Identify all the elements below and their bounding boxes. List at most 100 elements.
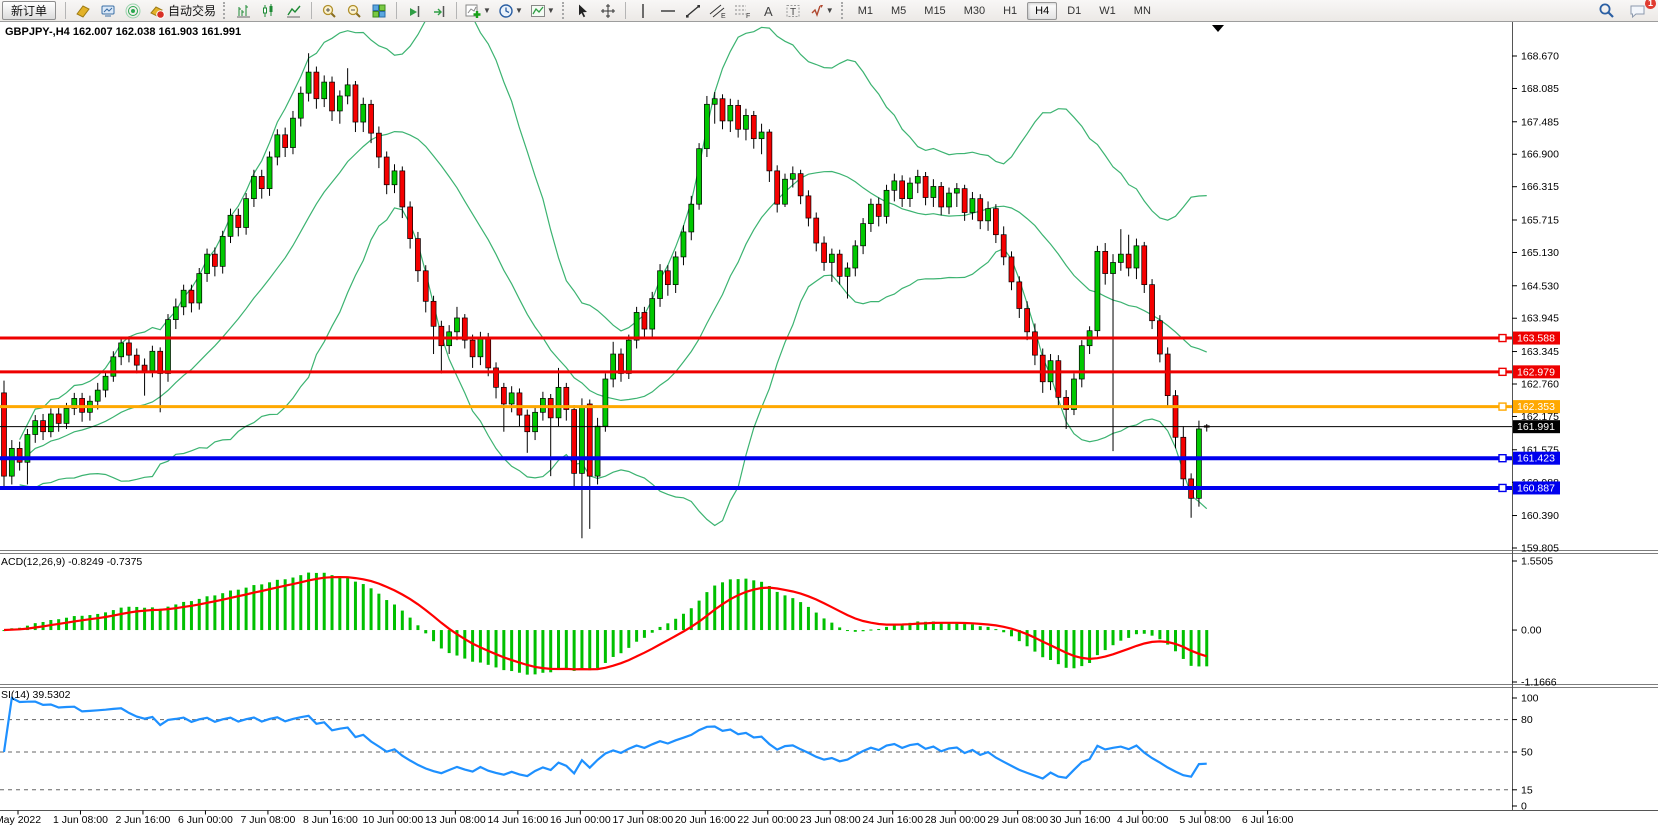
arrows-tool-button[interactable]: ▼ — [806, 1, 837, 21]
pane-borders — [0, 22, 1658, 811]
templates-button[interactable]: ▼ — [527, 1, 558, 21]
svg-text:166.900: 166.900 — [1521, 149, 1559, 161]
line-chart-mode-button[interactable] — [282, 1, 306, 21]
trendline-tool-button[interactable] — [681, 1, 705, 21]
new-order-label: 新订单 — [11, 4, 48, 18]
zoom-out-icon — [346, 3, 362, 19]
svg-text:T: T — [790, 7, 796, 18]
price-axis[interactable]: 168.670 168.085 167.485 166.900 166.315 165.7… — [1512, 51, 1560, 555]
svg-text:168.085: 168.085 — [1521, 83, 1559, 95]
svg-text:166.315: 166.315 — [1521, 181, 1559, 193]
macd-label: ACD(12,26,9) -0.8249 -0.7375 — [1, 556, 142, 568]
svg-text:5 Jul 08:00: 5 Jul 08:00 — [1179, 814, 1231, 826]
indicators-button[interactable]: ▼ — [462, 1, 494, 21]
rsi-line — [2, 696, 1207, 780]
timeframe-M5[interactable]: M5 — [891, 4, 907, 17]
rsi-axis[interactable]: 100 80 50 15 0 — [1512, 693, 1539, 813]
svg-text:168.670: 168.670 — [1521, 51, 1559, 63]
svg-text:28 Jun 00:00: 28 Jun 00:00 — [925, 814, 986, 826]
timeframe-MN[interactable]: MN — [1133, 4, 1151, 17]
svg-text:50: 50 — [1521, 747, 1533, 759]
signal-button[interactable] — [121, 1, 145, 21]
text-tool-button[interactable]: A — [756, 1, 780, 21]
channel-tool-button[interactable]: E — [706, 1, 730, 21]
candlestick-mode-button[interactable] — [257, 1, 281, 21]
fibonacci-tool-button[interactable]: F — [731, 1, 755, 21]
timeframe-M1[interactable]: M1 — [857, 4, 873, 17]
svg-text:6 Jul 16:00: 6 Jul 16:00 — [1242, 814, 1294, 826]
search-button[interactable] — [1594, 1, 1618, 21]
chart-shift-button[interactable] — [427, 1, 451, 21]
price-line-handle — [1498, 333, 1507, 343]
svg-text:4 Jul 00:00: 4 Jul 00:00 — [1117, 814, 1169, 826]
timeframe-H1[interactable]: H1 — [1003, 4, 1018, 17]
price-badge-162.979 — [1513, 365, 1560, 379]
arrows-icon — [809, 3, 825, 19]
zoom-in-button[interactable] — [317, 1, 341, 21]
autotrading-icon — [149, 3, 165, 19]
horizontal-price-lines[interactable] — [0, 333, 1512, 493]
text-label-tool-button[interactable]: T — [781, 1, 805, 21]
svg-text:162.175: 162.175 — [1521, 411, 1559, 423]
svg-text:161.423: 161.423 — [1517, 453, 1555, 465]
crosshair-button[interactable] — [596, 1, 620, 21]
svg-text:164.530: 164.530 — [1521, 280, 1559, 292]
indicators-caret-icon: ▼ — [483, 6, 491, 15]
svg-text:160.390: 160.390 — [1521, 510, 1559, 522]
autotrading-button[interactable]: 自动交易 — [146, 1, 219, 21]
new-chart-button[interactable] — [71, 1, 95, 21]
price-badge-162.353 — [1513, 400, 1560, 414]
price-line-handle — [1498, 454, 1507, 463]
price-line-handle — [1498, 402, 1507, 411]
auto-scroll-button[interactable] — [402, 1, 426, 21]
equidistant-channel-icon: E — [709, 3, 726, 19]
toolbar: 新订单 自动交易 — [0, 0, 1658, 22]
svg-text:E: E — [721, 13, 726, 19]
timeframe-M30[interactable]: M30 — [963, 4, 986, 17]
arrows-caret-icon: ▼ — [825, 6, 834, 15]
timeframe-D1[interactable]: D1 — [1067, 4, 1082, 17]
notifications-button[interactable]: 1 — [1626, 0, 1656, 21]
svg-text:29 Jun 08:00: 29 Jun 08:00 — [987, 814, 1048, 826]
price-badge-161.991 — [1513, 420, 1560, 434]
zoom-out-button[interactable] — [342, 1, 366, 21]
cursor-button[interactable] — [571, 1, 595, 21]
new-order-button[interactable]: 新订单 — [2, 1, 57, 20]
bollinger-bands — [19, 0, 1208, 527]
macd-indicator — [2, 572, 1209, 675]
svg-text:163.945: 163.945 — [1521, 313, 1559, 325]
svg-text:2 Jun 16:00: 2 Jun 16:00 — [116, 814, 171, 826]
cursor-arrow-icon — [575, 3, 591, 19]
timeframe-W1[interactable]: W1 — [1099, 4, 1116, 17]
svg-text:165.715: 165.715 — [1521, 215, 1559, 227]
template-icon — [530, 3, 546, 19]
timeframe-M15[interactable]: M15 — [924, 4, 946, 17]
candlesticks — [1, 53, 1210, 539]
svg-text:162.353: 162.353 — [1517, 401, 1555, 413]
horizontal-line-tool-button[interactable] — [656, 1, 680, 21]
price-badge-160.887 — [1513, 481, 1560, 495]
tile-windows-button[interactable] — [367, 1, 391, 21]
svg-text:159.805: 159.805 — [1521, 543, 1559, 555]
horizontal-line-icon — [660, 3, 676, 19]
vertical-line-tool-button[interactable] — [631, 1, 655, 21]
bar-chart-mode-button[interactable] — [232, 1, 256, 21]
bar-chart-icon — [236, 3, 252, 19]
chart-shift-marker[interactable] — [1212, 25, 1224, 32]
monitor-icon — [100, 3, 116, 19]
timeframe-H4[interactable]: H4 — [1027, 1, 1058, 20]
time-axis[interactable]: May 2022 1 Jun 08:00 2 Jun 16:00 6 Jun 00:0… — [0, 810, 1294, 827]
timeframe-group: M1 M5 M15 M30 H1 H4 D1 W1 MN — [850, 1, 1159, 20]
svg-text:165.130: 165.130 — [1521, 247, 1559, 259]
profiles-button[interactable] — [96, 1, 120, 21]
macd-axis[interactable]: 1.5505 0.00 -1.1666 — [1512, 556, 1557, 689]
svg-text:80: 80 — [1521, 714, 1533, 726]
signal-icon — [125, 3, 141, 19]
chart-title: GBPJPY-,H4 162.007 162.038 161.903 161.9… — [5, 26, 241, 38]
chat-bubble-icon — [1629, 3, 1647, 19]
periods-button[interactable]: ▼ — [495, 1, 526, 21]
svg-text:0: 0 — [1521, 801, 1527, 813]
svg-text:24 Jun 16:00: 24 Jun 16:00 — [862, 814, 923, 826]
